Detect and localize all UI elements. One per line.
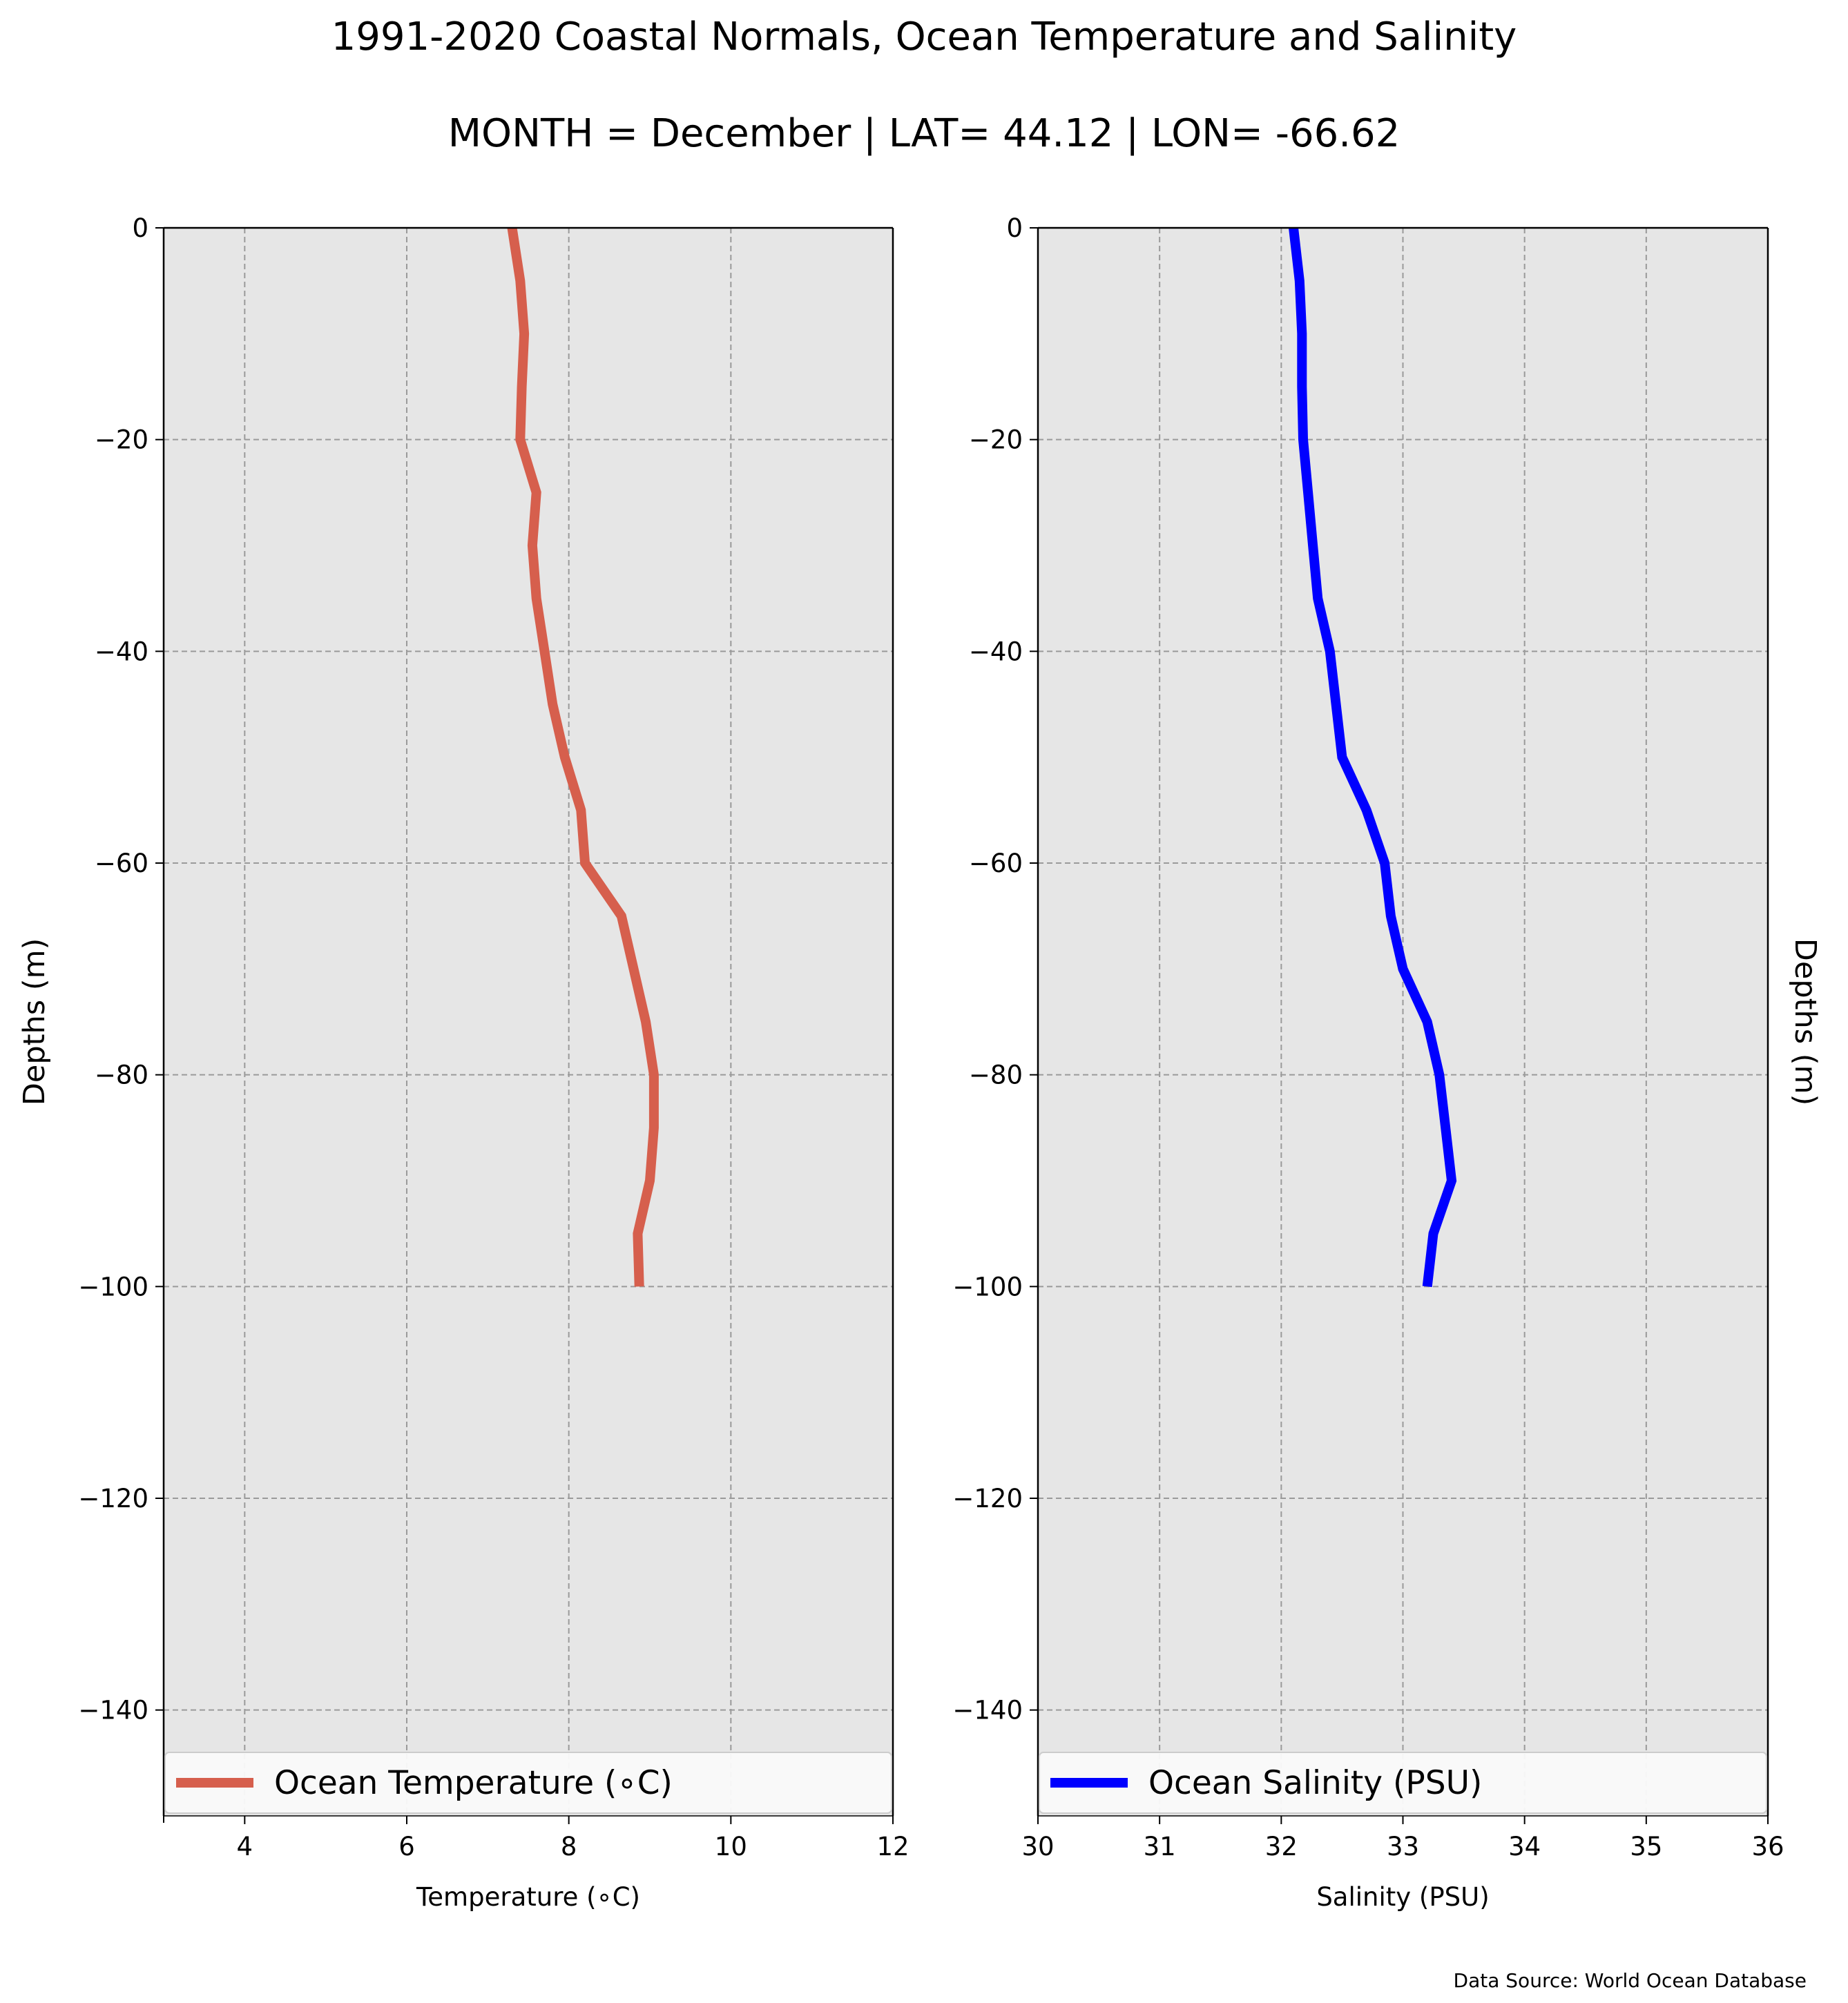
salinity-y-axis-label: Depths (m) <box>1788 938 1822 1105</box>
temperature-ytick-label: −120 <box>78 1484 148 1513</box>
data-source-note: Data Source: World Ocean Database <box>1454 1969 1807 1992</box>
salinity-legend-box <box>1039 1752 1767 1814</box>
salinity-xtick-label: 36 <box>1751 1832 1784 1861</box>
salinity-ytick-label: −80 <box>969 1061 1023 1090</box>
salinity-series-line <box>1289 227 1457 1288</box>
salinity-ytick-label: −120 <box>952 1484 1023 1513</box>
salinity-xtick-label: 31 <box>1144 1832 1176 1861</box>
temperature-xtick-label: 12 <box>876 1832 909 1861</box>
salinity-xtick-label: 30 <box>1021 1832 1054 1861</box>
salinity-ytick-label: −40 <box>969 637 1023 666</box>
temperature-ytick-label: −80 <box>95 1061 148 1090</box>
salinity-xtick-label: 35 <box>1630 1832 1662 1861</box>
temperature-panel: 0 −20 −40 −60 −80 −100 −120 −140 4 6 8 10 12 Temperat… <box>17 213 909 1912</box>
temperature-xtick-label: 4 <box>237 1832 253 1861</box>
temperature-plot-background <box>164 228 893 1816</box>
salinity-legend-label: Ocean Salinity (PSU) <box>1148 1764 1482 1802</box>
temperature-y-axis-label: Depths (m) <box>17 938 52 1105</box>
salinity-ytick-label: −140 <box>952 1696 1023 1725</box>
salinity-ytick-label: −20 <box>969 425 1023 455</box>
temperature-ytick-label: −100 <box>78 1272 148 1302</box>
salinity-x-axis-label: Salinity (PSU) <box>1316 1882 1489 1912</box>
temperature-x-axis-label: Temperature (∘C) <box>416 1882 640 1912</box>
salinity-ytick-label: 0 <box>1006 213 1023 243</box>
temperature-legend-box <box>164 1752 892 1814</box>
temperature-xtick-label: 8 <box>561 1832 577 1861</box>
salinity-panel: 0 −20 −40 −60 −80 −100 −120 −140 30 31 32 33 34 35 36 S… <box>952 213 1822 1912</box>
chart-subtitle: MONTH = December | LAT= 44.12 | LON= -66… <box>448 111 1401 156</box>
salinity-ytick-label: −100 <box>952 1272 1023 1302</box>
temperature-ytick-label: 0 <box>132 213 148 243</box>
salinity-legend: Ocean Salinity (PSU) <box>1039 1752 1767 1814</box>
temperature-legend-label: Ocean Temperature (∘C) <box>274 1764 673 1802</box>
temperature-series-line <box>507 226 659 1287</box>
temperature-xtick-label: 6 <box>398 1832 415 1861</box>
temperature-ytick-label: −40 <box>95 637 148 666</box>
temperature-legend: Ocean Temperature (∘C) <box>164 1752 892 1814</box>
temperature-ytick-label: −140 <box>78 1696 148 1725</box>
salinity-xtick-label: 32 <box>1265 1832 1298 1861</box>
chart-title: 1991-2020 Coastal Normals, Ocean Tempera… <box>331 14 1517 59</box>
salinity-ytick-label: −60 <box>969 849 1023 878</box>
salinity-xtick-label: 33 <box>1387 1832 1419 1861</box>
temperature-xtick-label: 10 <box>715 1832 747 1861</box>
temperature-ytick-label: −60 <box>95 849 148 878</box>
temperature-ytick-label: −20 <box>95 425 148 455</box>
salinity-xtick-label: 34 <box>1508 1832 1541 1861</box>
